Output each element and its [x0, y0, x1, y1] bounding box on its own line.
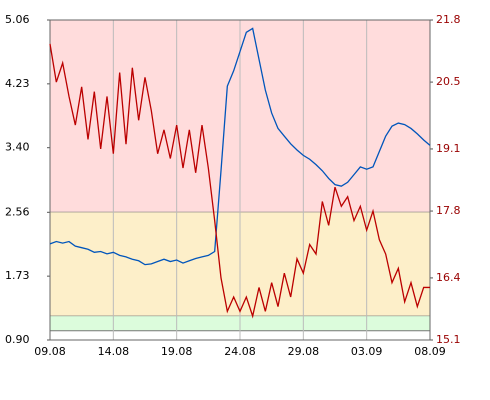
- y-tick-label: 2.56: [5, 205, 30, 218]
- y2-tick-label: 17.8: [436, 204, 461, 217]
- x-tick-label: 09.08: [34, 345, 66, 358]
- y2-tick-label: 21.8: [436, 13, 461, 26]
- y2-tick-label: 15.1: [436, 333, 461, 346]
- y2-tick-label: 20.5: [436, 75, 461, 88]
- x-tick-label: 03.09: [351, 345, 383, 358]
- series-line: [49, 27, 431, 266]
- x-tick-label: 19.08: [161, 345, 193, 358]
- y-tick-label: 4.23: [5, 77, 30, 90]
- plot-border: [49, 19, 431, 341]
- x-tick-label: 08.09: [414, 345, 446, 358]
- y-tick-label: 1.73: [5, 269, 30, 282]
- y-tick-label: 0.90: [5, 333, 30, 346]
- y2-tick-label: 19.1: [436, 142, 461, 155]
- x-tick-label: 24.08: [224, 345, 256, 358]
- y2-tick-label: 16.4: [436, 271, 461, 284]
- y-tick-label: 5.06: [5, 13, 30, 26]
- x-tick-label: 29.08: [288, 345, 320, 358]
- x-tick-label: 14.08: [98, 345, 130, 358]
- y-tick-label: 3.40: [5, 141, 30, 154]
- series-line: [49, 43, 430, 319]
